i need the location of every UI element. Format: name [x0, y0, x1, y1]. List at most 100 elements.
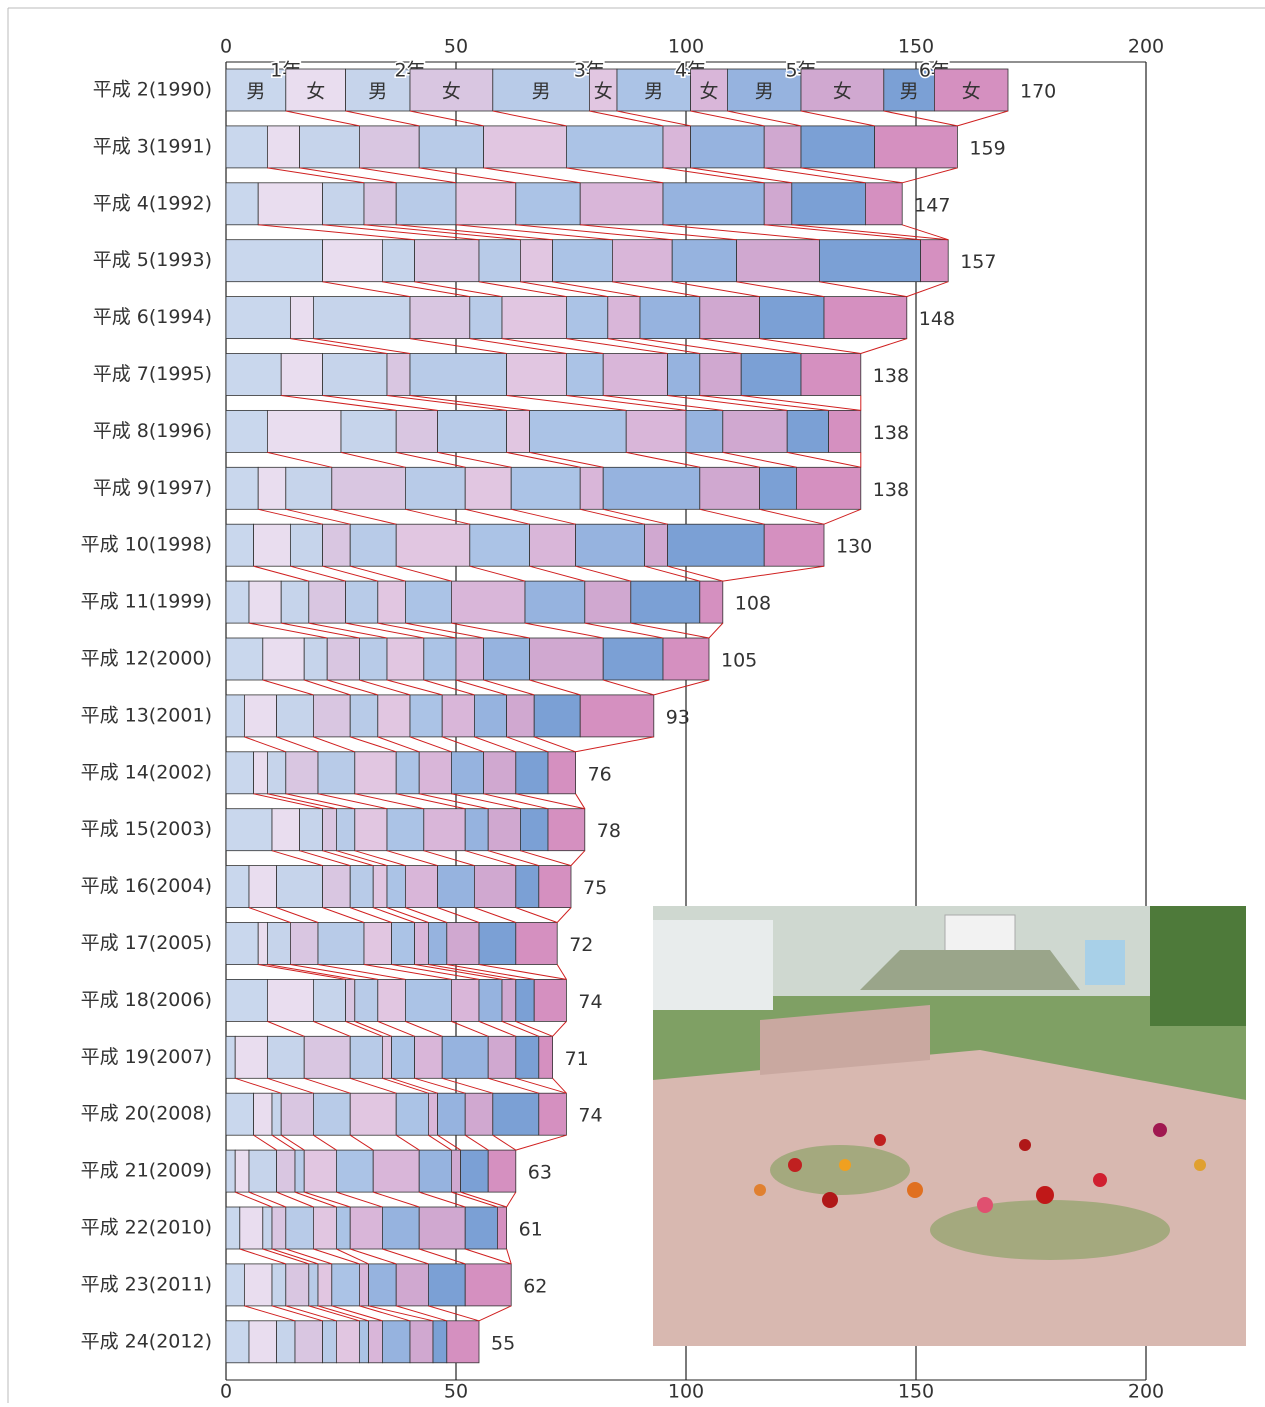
cohort-line: [700, 339, 801, 354]
cohort-line: [700, 509, 764, 524]
cohort-line: [244, 1306, 295, 1321]
cohort-line: [378, 1021, 415, 1036]
bar-segment: [355, 809, 387, 851]
cohort-line: [507, 452, 581, 467]
cohort-line: [254, 794, 323, 809]
bar-segment: [433, 1321, 447, 1363]
cohort-line: [359, 168, 456, 183]
cohort-line: [359, 680, 410, 695]
bar-segment: [723, 410, 787, 452]
cohort-line: [723, 452, 797, 467]
cohort-line: [727, 111, 801, 126]
cohort-line: [295, 1192, 336, 1207]
bar-segment: [516, 923, 557, 965]
bar-segment: [304, 1150, 336, 1192]
cohort-line: [603, 396, 723, 411]
cohort-line: [332, 1306, 383, 1321]
cohort-line: [286, 111, 360, 126]
bar-segment: [364, 183, 396, 225]
bar-segment: [313, 695, 350, 737]
cohort-line: [350, 566, 405, 581]
cohort-line: [654, 680, 709, 695]
bar-segment: [226, 1036, 235, 1078]
bar-segment: [603, 638, 663, 680]
bar-segment: [829, 410, 861, 452]
sex-label: 女: [442, 81, 461, 103]
cohort-line: [516, 794, 585, 809]
bar-segment: [378, 979, 406, 1021]
bar-segment: [764, 524, 824, 566]
bar-segment: [281, 1093, 313, 1135]
bar-segment: [226, 1150, 235, 1192]
bar-segment: [447, 1321, 479, 1363]
cohort-line: [304, 680, 350, 695]
bar-segment: [277, 695, 314, 737]
bar-segment: [497, 1207, 506, 1249]
cohort-line: [272, 1135, 295, 1150]
total-label: 74: [578, 1105, 602, 1127]
bar-segment: [286, 1207, 314, 1249]
cohort-line: [277, 1192, 314, 1207]
x-tick-label-bottom: 50: [444, 1381, 468, 1403]
total-label: 138: [873, 479, 909, 501]
bar-segment: [286, 467, 332, 509]
cohort-line: [474, 737, 515, 752]
x-tick-label-bottom: 100: [668, 1381, 704, 1403]
bar-segment: [226, 866, 249, 908]
cohort-line: [507, 1249, 512, 1264]
bar-segment: [313, 297, 410, 339]
bar-segment: [691, 126, 765, 168]
cohort-line: [470, 566, 525, 581]
bar-segment: [382, 1036, 391, 1078]
cohort-line: [267, 452, 331, 467]
bar-segment: [534, 695, 580, 737]
cohort-line: [520, 851, 571, 866]
bar-segment: [359, 126, 419, 168]
cohort-line: [516, 1135, 567, 1150]
bar-segment: [235, 1036, 267, 1078]
cohort-line: [663, 168, 764, 183]
bar-segment: [267, 410, 341, 452]
cohort-line: [764, 225, 920, 240]
bar-segment: [438, 1093, 466, 1135]
bar-segment: [277, 866, 323, 908]
cohort-line: [281, 1135, 304, 1150]
cohort-line: [244, 737, 285, 752]
bar-segment: [235, 1150, 249, 1192]
bar-segment: [309, 1264, 318, 1306]
cohort-line: [645, 566, 700, 581]
bar-segment: [566, 354, 603, 396]
bar-segment: [470, 297, 502, 339]
x-tick-label-top: 100: [668, 36, 704, 58]
cohort-line: [461, 1192, 507, 1207]
bar-segment: [318, 752, 355, 794]
bar-segment: [226, 1093, 254, 1135]
bar-segment: [373, 866, 387, 908]
bar-segment: [645, 524, 668, 566]
cohort-line: [410, 737, 451, 752]
cohort-line: [396, 566, 451, 581]
bar-segment: [580, 467, 603, 509]
cohort-line: [373, 1192, 419, 1207]
bar-segment: [585, 581, 631, 623]
cohort-line: [410, 339, 507, 354]
bar-segment: [258, 923, 267, 965]
y-tick-label: 平成 5(1993): [93, 249, 212, 271]
cohort-line: [405, 1021, 442, 1036]
cohort-line: [387, 680, 442, 695]
total-label: 74: [578, 991, 602, 1013]
bar-segment: [323, 1321, 337, 1363]
bar-segment: [461, 1150, 489, 1192]
bar-segment: [226, 1264, 244, 1306]
cohort-line: [355, 794, 424, 809]
cohort-line: [456, 680, 507, 695]
cohort-line: [410, 111, 484, 126]
bar-segment: [267, 923, 290, 965]
sex-label: 男: [532, 81, 551, 103]
bar-segment: [226, 581, 249, 623]
chart: 005050100100150150200200平成 2(1990)男1年女男2…: [0, 0, 1265, 1403]
total-label: 93: [666, 706, 690, 728]
bar-segment: [313, 1207, 336, 1249]
bar-segment: [668, 354, 700, 396]
bar-segment: [484, 638, 530, 680]
